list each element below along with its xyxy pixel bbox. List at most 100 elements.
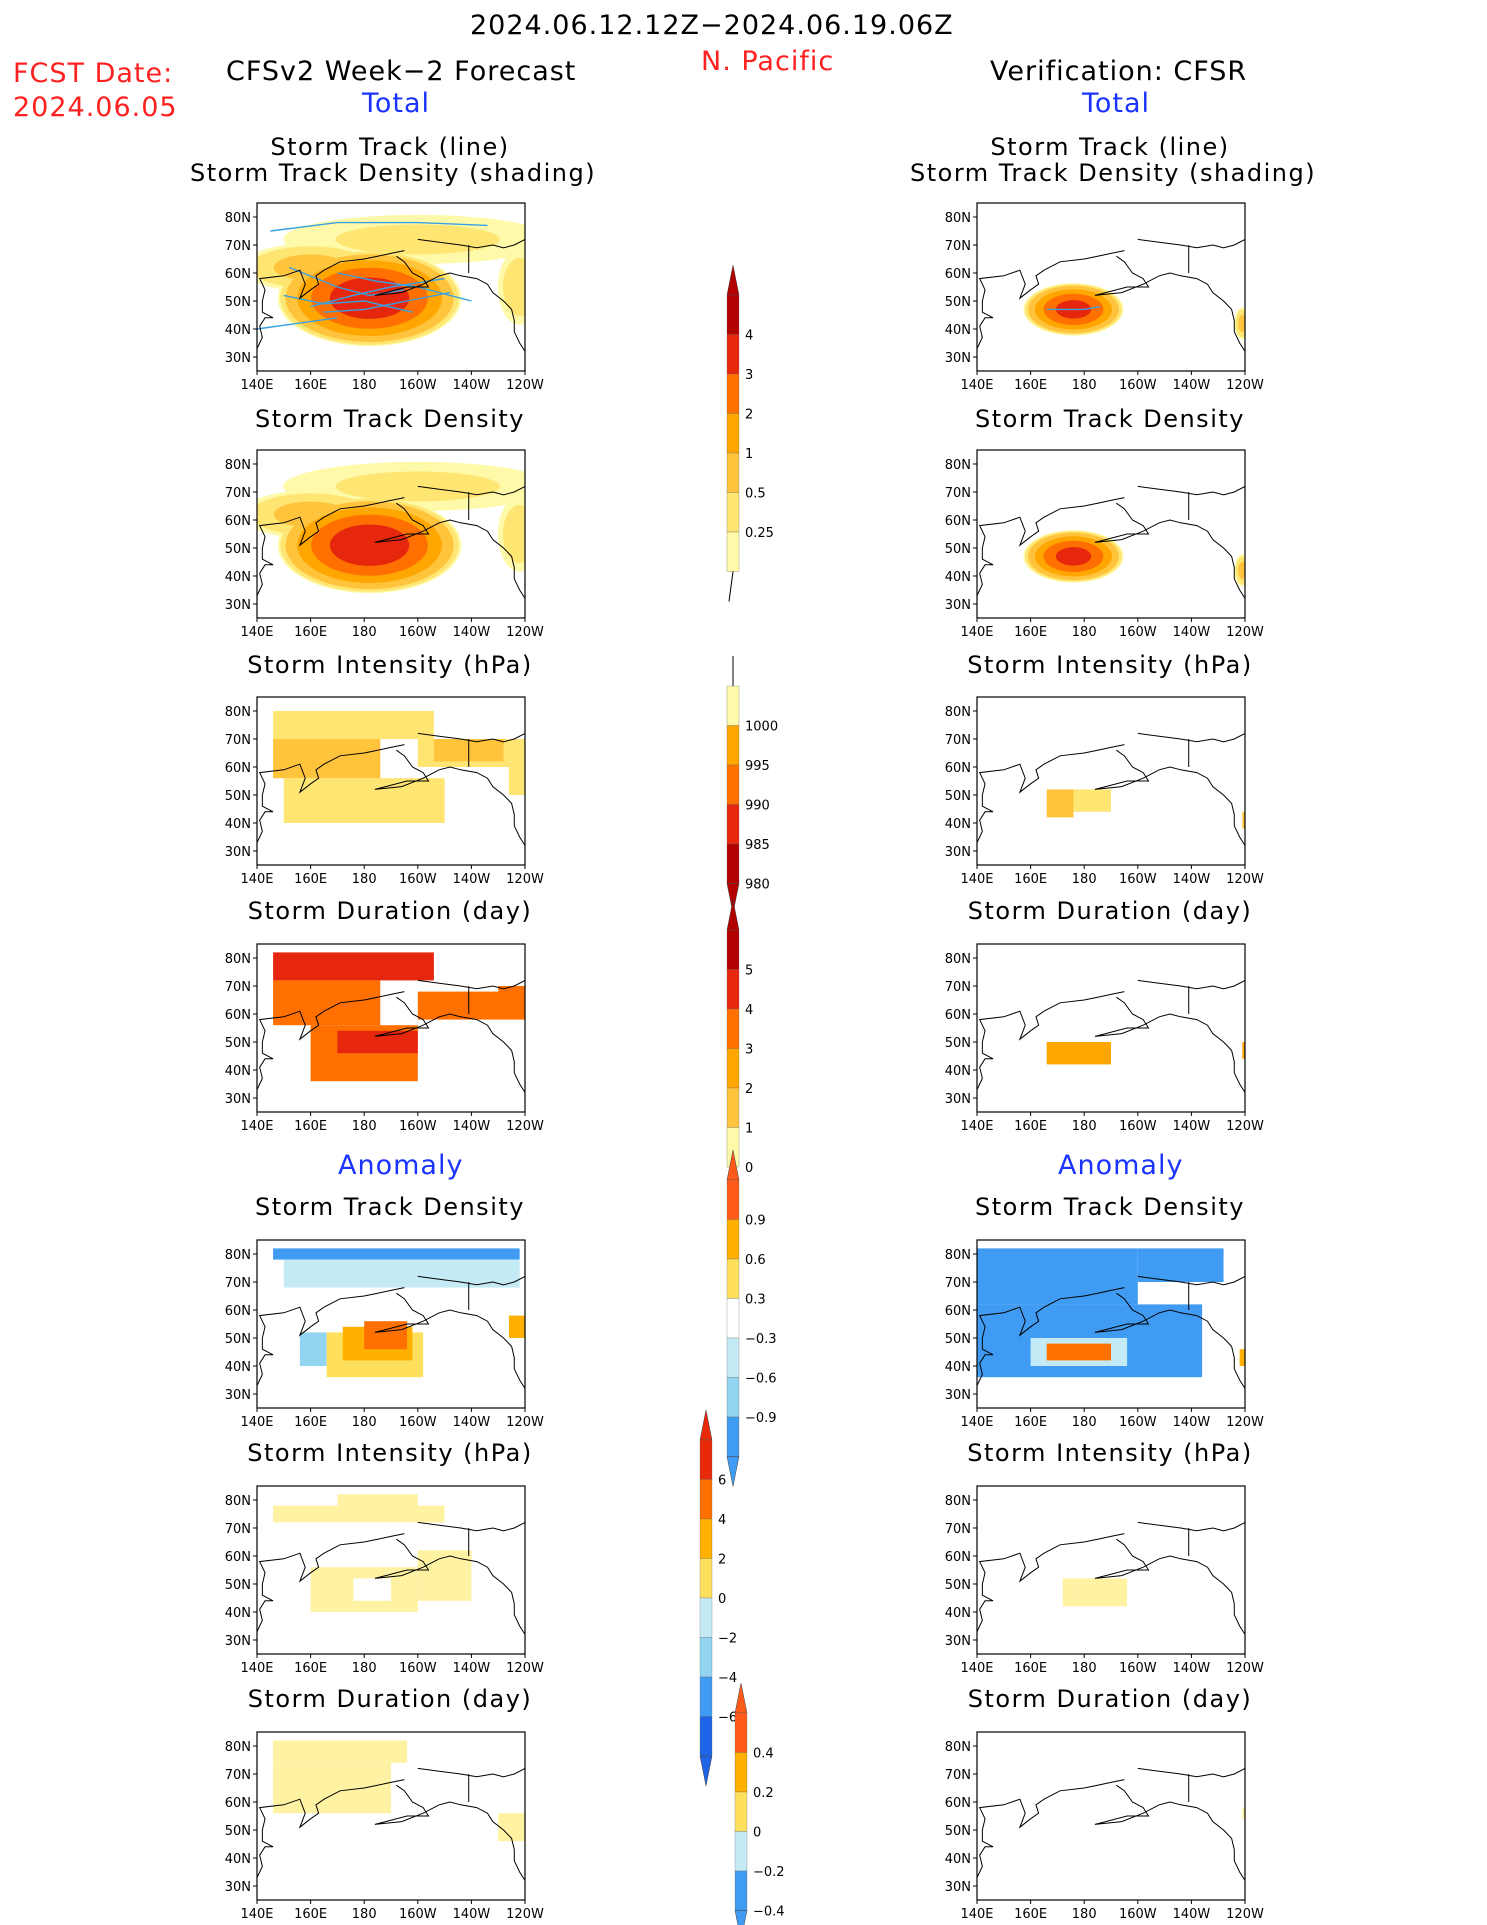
colorbar-arrow-top: [726, 264, 740, 296]
title-fc-density: Storm Track Density: [255, 405, 525, 433]
lon-tick-label: 160E: [294, 1119, 327, 1134]
lat-tick-label: 60N: [945, 1304, 971, 1319]
cell-6: [487, 1533, 525, 1562]
coastline-2: [417, 485, 525, 496]
map-frame: [976, 202, 1246, 372]
lat-tick-label: 40N: [225, 1606, 251, 1621]
lat-tick-label: 70N: [945, 239, 971, 254]
coastline-0: [977, 1533, 1125, 1632]
lat-tick-label: 70N: [945, 1768, 971, 1783]
lat-tick-label: 40N: [945, 1064, 971, 1079]
coastline-0: [977, 991, 1125, 1090]
lat-tick-label: 70N: [945, 733, 971, 748]
lat-tick-label: 50N: [225, 1332, 251, 1347]
cell-0: [1046, 1042, 1111, 1065]
colorbar-anom-duration: 0.4 0.2 0 −0.2 −0.4: [734, 1682, 785, 1925]
lat-tick-label: 40N: [945, 1360, 971, 1375]
lat-tick-label: 70N: [225, 1276, 251, 1291]
map-frame: [976, 1239, 1246, 1409]
storm-track-6: [323, 291, 451, 313]
colorbar-label-3: 985: [745, 838, 770, 853]
lon-tick-label: 160E: [1014, 378, 1047, 393]
fcst-date-label: FCST Date:: [13, 58, 174, 89]
lon-tick-label: 140E: [960, 1415, 993, 1430]
title-fc-track-shading: Storm Track Density (shading): [190, 159, 597, 187]
lat-tick-label: 60N: [945, 267, 971, 282]
lon-tick-label: 160W: [399, 1119, 437, 1134]
lon-tick-label: 160E: [1014, 1415, 1047, 1430]
colorbar-label-1: 3: [745, 368, 753, 383]
colorbar-label-4: 980: [745, 878, 770, 893]
forecast-column-title: CFSv2 Week−2 Forecast: [226, 56, 577, 87]
lon-tick-label: 160E: [294, 1907, 327, 1922]
lon-tick-label: 140W: [453, 872, 491, 887]
coastline-0: [257, 497, 405, 596]
lon-tick-label: 160W: [1119, 1661, 1157, 1676]
lon-tick-label: 140W: [1173, 625, 1211, 640]
lat-tick-label: 60N: [225, 1796, 251, 1811]
lat-tick-label: 80N: [945, 1740, 971, 1755]
lon-tick-label: 120W: [506, 1907, 544, 1922]
colorbar-seg-5: [699, 1637, 713, 1678]
colorbar-label-5: −4: [718, 1671, 737, 1686]
coastline-2: [417, 1767, 525, 1778]
lat-tick-label: 60N: [225, 1304, 251, 1319]
colorbar-label-6: −6: [718, 1711, 737, 1726]
lon-tick-label: 140E: [240, 1415, 273, 1430]
colorbar-label-0: 5: [745, 964, 753, 979]
coastline-0: [977, 497, 1125, 596]
lat-tick-label: 50N: [945, 295, 971, 310]
lon-tick-label: 160E: [1014, 1119, 1047, 1134]
coastline-1: [1094, 1538, 1245, 1635]
colorbar-label-2: 3: [745, 1043, 753, 1058]
colorbar-label-0: 1000: [745, 720, 778, 735]
panel-vf-anom-density: 80N 70N 60N 50N 40N 30N 140E 160E 180 160W 140W 120…: [945, 1239, 1264, 1430]
coastline-2: [1137, 1275, 1245, 1286]
lon-tick-label: 140W: [1173, 872, 1211, 887]
verification-total-label: Total: [1082, 88, 1151, 119]
lat-tick-label: 50N: [225, 1036, 251, 1051]
lon-tick-label: 140W: [1173, 1907, 1211, 1922]
colorbar-label-1: 4: [745, 1003, 753, 1018]
title-fc-anom-duration: Storm Duration (day): [247, 1685, 533, 1713]
lat-tick-label: 60N: [225, 1008, 251, 1023]
lon-tick-label: 160W: [399, 625, 437, 640]
coastline-0: [977, 1287, 1125, 1386]
lat-tick-label: 40N: [945, 1852, 971, 1867]
lon-tick-label: 160W: [399, 1907, 437, 1922]
panel-vf-track-lines: 80N 70N 60N 50N 40N 30N 140E 160E 180 160W 140W 120…: [945, 202, 1264, 393]
colorbar-seg-4: [726, 452, 740, 493]
panel-vf-intensity: 80N 70N 60N 50N 40N 30N 140E 160E 180 160W 140W 120…: [945, 696, 1264, 887]
colorbar-seg-4: [734, 1870, 748, 1911]
title-vf-track-shading: Storm Track Density (shading): [910, 159, 1317, 187]
map-frame: [976, 1731, 1246, 1901]
lat-tick-label: 30N: [945, 1388, 971, 1403]
lat-tick-label: 70N: [225, 733, 251, 748]
lon-tick-label: 160W: [399, 1415, 437, 1430]
colorbar-seg-0: [726, 294, 740, 335]
colorbar-seg-7: [699, 1716, 713, 1757]
panel-fc-anom-intensity: 80N 70N 60N 50N 40N 30N 140E 160E 180 160W 140W 120…: [225, 1485, 544, 1676]
lon-tick-label: 120W: [506, 872, 544, 887]
lat-tick-label: 50N: [945, 789, 971, 804]
lat-tick-label: 50N: [945, 1332, 971, 1347]
colorbar-label-4: 1: [745, 1122, 753, 1137]
density-level-2-blob-1: [1238, 561, 1245, 579]
lon-tick-label: 140E: [240, 1907, 273, 1922]
map-frame: [256, 449, 526, 619]
lon-tick-label: 140W: [1173, 378, 1211, 393]
coastline-2: [417, 1521, 525, 1532]
title-vf-duration: Storm Duration (day): [967, 897, 1253, 925]
lat-tick-label: 30N: [945, 351, 971, 366]
coastline-2: [1137, 485, 1245, 496]
map-frame: [256, 202, 526, 372]
lat-tick-label: 70N: [225, 1768, 251, 1783]
lat-tick-label: 80N: [945, 1494, 971, 1509]
colorbar-label-1: 0.6: [745, 1253, 766, 1268]
lat-tick-label: 80N: [225, 952, 251, 967]
cell-1: [273, 980, 381, 1026]
lat-tick-label: 30N: [225, 1880, 251, 1895]
cell-3: [326, 1830, 418, 1870]
lat-tick-label: 30N: [225, 1092, 251, 1107]
title-fc-track-line: Storm Track (line): [270, 133, 510, 161]
